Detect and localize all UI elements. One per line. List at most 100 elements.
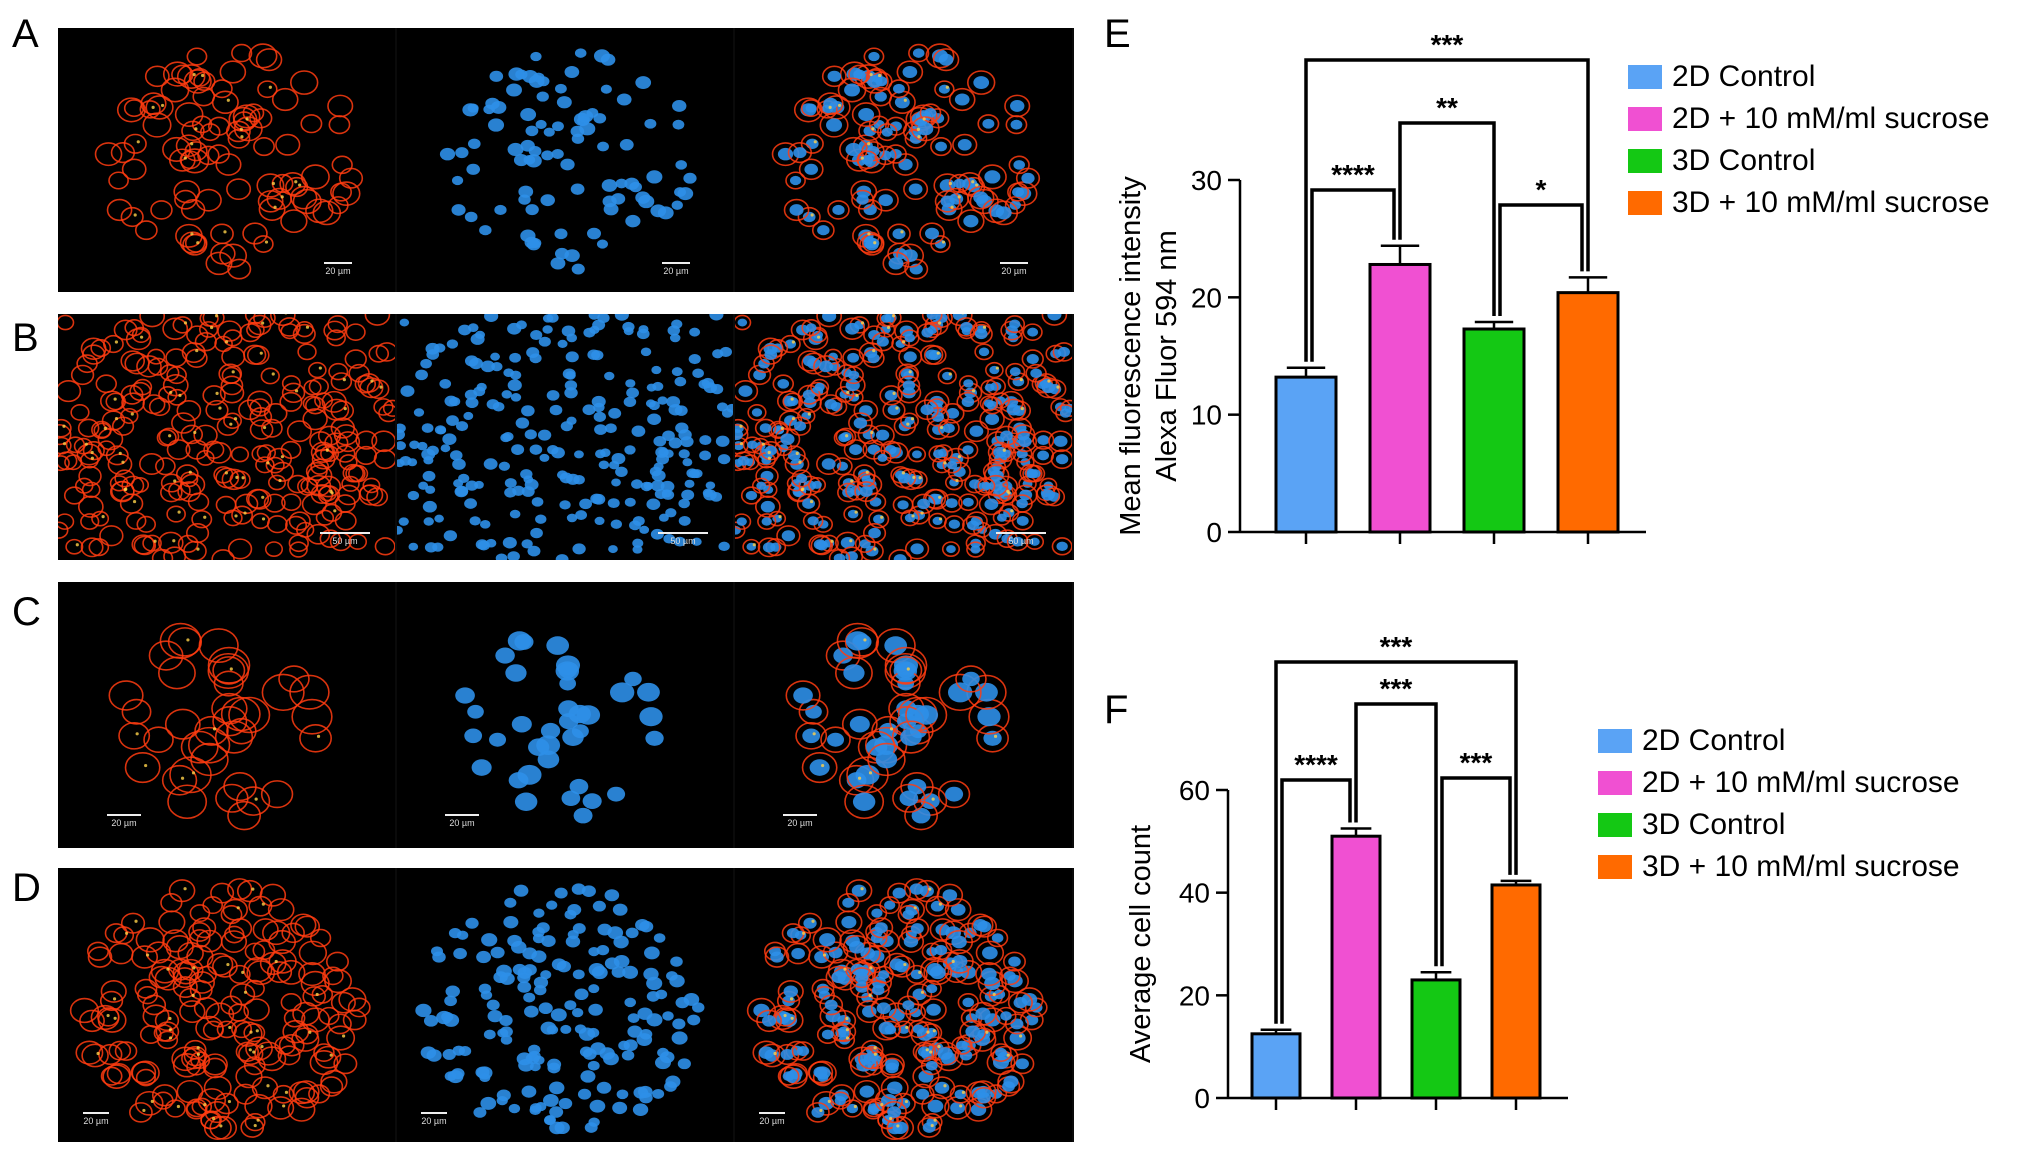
highlight xyxy=(929,1050,933,1054)
legend-swatch-2d-sucrose xyxy=(1598,771,1632,795)
membrane-outline xyxy=(292,188,322,215)
membrane-outline xyxy=(378,404,395,423)
highlight xyxy=(254,797,258,801)
membrane-outline xyxy=(242,222,268,245)
highlight xyxy=(739,424,743,428)
nucleus xyxy=(504,664,527,682)
membrane-outline xyxy=(238,399,262,421)
nucleus xyxy=(515,417,529,429)
y-axis-label: Average cell count xyxy=(1125,825,1157,1063)
nucleus xyxy=(803,917,818,929)
membrane-outline xyxy=(1013,431,1038,453)
membrane-outline xyxy=(131,534,155,555)
nucleus xyxy=(699,435,712,446)
highlight xyxy=(869,72,874,77)
membrane-outline xyxy=(988,441,1013,463)
membrane-outline xyxy=(323,320,347,341)
membrane-outline xyxy=(308,1084,331,1104)
membrane-outline xyxy=(373,449,395,470)
nucleus xyxy=(555,554,569,560)
nucleus xyxy=(517,194,531,205)
highlight xyxy=(191,771,196,775)
membrane-outline xyxy=(231,43,253,63)
nucleus xyxy=(613,954,630,968)
highlight xyxy=(933,1029,937,1033)
micrograph-c-nuclei xyxy=(397,582,736,848)
nucleus xyxy=(861,155,874,165)
nucleus xyxy=(977,707,1001,727)
membrane-outline xyxy=(229,470,251,489)
membrane-outline xyxy=(856,150,879,170)
nucleus xyxy=(951,935,968,949)
nucleus xyxy=(594,449,606,459)
highlight xyxy=(892,391,897,395)
membrane-outline xyxy=(106,198,133,222)
membrane-outline xyxy=(900,329,920,347)
nucleus xyxy=(498,1015,513,1027)
membrane-outline xyxy=(88,538,110,557)
membrane-outline xyxy=(930,137,953,157)
membrane-outline xyxy=(174,102,204,128)
membrane-outline xyxy=(292,1080,320,1104)
highlight xyxy=(259,351,263,355)
membrane-outline xyxy=(257,190,284,213)
significance-label: *** xyxy=(1380,631,1413,662)
y-tick-label: 20 xyxy=(1179,980,1210,1011)
highlight xyxy=(792,340,796,344)
membrane-outline xyxy=(844,784,885,820)
membrane-outline xyxy=(920,998,948,1022)
highlight xyxy=(972,389,976,393)
nucleus xyxy=(877,453,888,462)
nucleus xyxy=(735,429,744,441)
nucleus xyxy=(878,194,894,207)
panel-label-e: E xyxy=(1104,12,1131,56)
membrane-outline xyxy=(80,337,107,360)
highlight xyxy=(183,887,187,891)
membrane-outline xyxy=(219,382,245,404)
membrane-outline xyxy=(156,429,177,447)
membrane-outline xyxy=(160,77,190,103)
nucleus xyxy=(867,237,880,249)
nucleus xyxy=(560,1024,571,1034)
nucleus xyxy=(564,249,580,262)
nucleus xyxy=(635,76,651,90)
micrograph-b-merge xyxy=(735,314,1075,560)
membrane-outline xyxy=(91,510,110,527)
highlight xyxy=(192,72,196,77)
membrane-outline xyxy=(190,742,229,777)
nucleus xyxy=(458,1045,471,1057)
membrane-outline xyxy=(917,1117,942,1138)
membrane-outline xyxy=(933,48,960,72)
membrane-outline xyxy=(167,388,187,406)
highlight xyxy=(890,727,894,731)
nucleus xyxy=(1006,403,1021,416)
membrane-outline xyxy=(910,1083,935,1105)
nucleus xyxy=(989,528,1003,540)
nucleus xyxy=(853,69,866,80)
membrane-outline xyxy=(177,534,199,553)
nucleus xyxy=(631,425,645,437)
membrane-outline xyxy=(244,1113,266,1132)
nucleus xyxy=(580,1070,596,1083)
nucleus xyxy=(935,945,948,956)
nucleus xyxy=(561,790,580,806)
nucleus xyxy=(797,1045,810,1057)
nucleus xyxy=(793,147,807,159)
membrane-outline xyxy=(344,349,367,369)
highlight xyxy=(845,434,849,438)
micrograph-row-b xyxy=(58,314,1075,560)
membrane-outline xyxy=(759,344,783,365)
nucleus xyxy=(476,382,487,392)
nucleus xyxy=(558,713,579,730)
membrane-outline xyxy=(211,79,233,99)
nucleus xyxy=(672,119,685,130)
nucleus xyxy=(653,436,666,447)
nucleus xyxy=(442,433,457,445)
nucleus xyxy=(977,1092,992,1104)
membrane-outline xyxy=(280,993,302,1012)
membrane-outline xyxy=(1012,511,1035,531)
highlight xyxy=(101,515,105,519)
nucleus xyxy=(614,466,628,477)
nucleus xyxy=(813,330,824,339)
highlight xyxy=(195,348,199,353)
